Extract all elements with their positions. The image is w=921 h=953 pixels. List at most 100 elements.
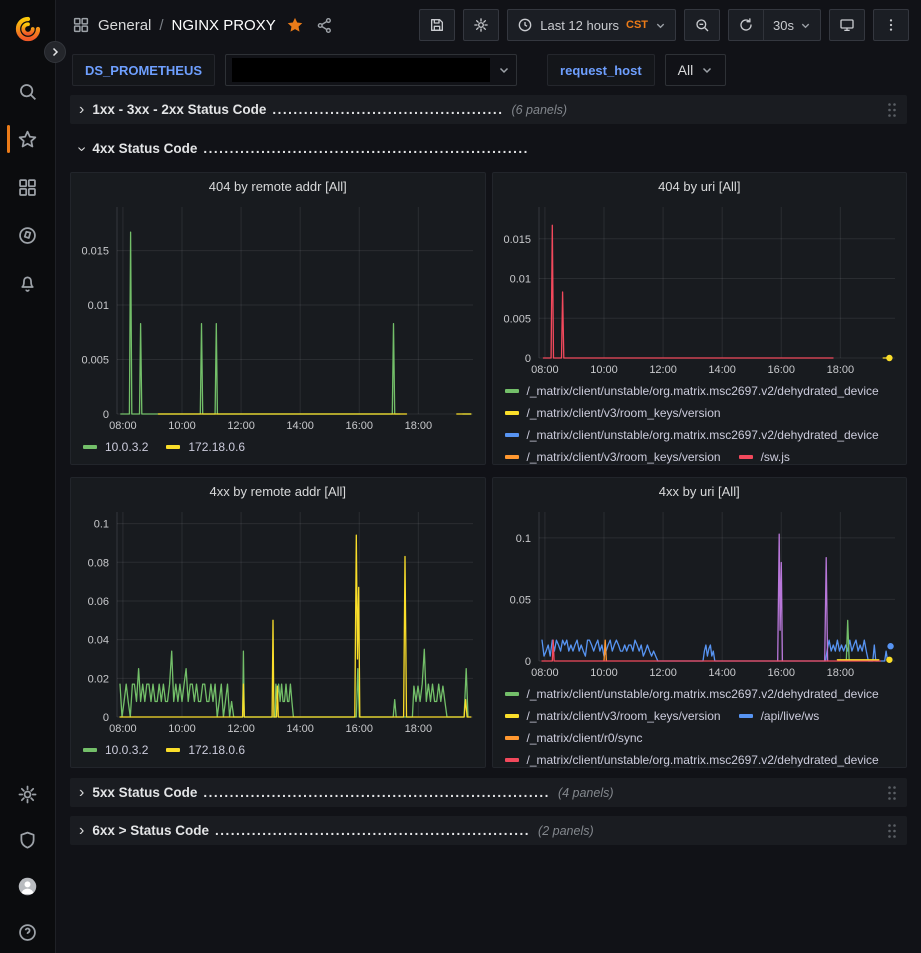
panel-title[interactable]: 404 by uri [All] (658, 178, 741, 194)
sidebar-item-explore[interactable] (0, 224, 56, 246)
save-dashboard-button[interactable] (419, 9, 456, 41)
row-4xx[interactable]: › 4xx Status Code ......................… (70, 134, 907, 163)
refresh-interval-picker[interactable]: 30s (763, 10, 820, 40)
legend-label[interactable]: /_matrix/client/unstable/org.matrix.msc2… (526, 753, 879, 767)
legend-item[interactable]: /_matrix/client/unstable/org.matrix.msc2… (504, 749, 879, 767)
legend-label[interactable]: 10.0.3.2 (105, 440, 149, 454)
legend-label[interactable]: 172.18.0.6 (188, 743, 246, 757)
legend-label[interactable]: /_matrix/client/v3/room_keys/version (526, 450, 721, 464)
sidebar-item-starred[interactable] (0, 125, 56, 153)
svg-text:0.05: 0.05 (509, 594, 530, 606)
sidebar-item-server-admin[interactable] (0, 829, 56, 851)
dashboard-settings-button[interactable] (463, 9, 500, 41)
legend-swatch (83, 445, 97, 449)
legend-label[interactable]: /_matrix/client/v3/room_keys/version (526, 406, 721, 420)
variable-request-host-select[interactable]: All (664, 54, 727, 86)
variable-label-ds-prometheus[interactable]: DS_PROMETHEUS (72, 54, 216, 86)
breadcrumb-dashboard-title[interactable]: NGINX PROXY (171, 16, 276, 34)
sidebar-expand-button[interactable] (44, 41, 66, 63)
legend-item[interactable]: /_matrix/client/unstable/org.matrix.msc2… (504, 683, 879, 705)
more-options-button[interactable] (873, 9, 909, 41)
legend-swatch (166, 445, 181, 449)
svg-text:10:00: 10:00 (168, 723, 196, 735)
legend-item[interactable]: /api/live/ws (738, 705, 820, 727)
legend-item[interactable]: /_matrix/client/unstable/org.matrix.msc2… (504, 380, 879, 402)
variable-label-request-host[interactable]: request_host (547, 54, 655, 86)
timeseries-chart[interactable]: 08:00 10:00 12:00 14:00 16:00 18:00 0 0.005 0.01… (71, 199, 485, 434)
timeseries-chart[interactable]: 08:00 10:00 12:00 14:00 16:00 18:00 0 0.05 0.1 (493, 504, 907, 681)
legend-item[interactable]: 10.0.3.2 (83, 436, 148, 458)
unstar-dashboard-button[interactable] (284, 14, 306, 36)
legend-item[interactable]: 10.0.3.2 (83, 739, 148, 761)
row-5xx[interactable]: › 5xx Status Code ......................… (70, 778, 907, 807)
svg-text:08:00: 08:00 (531, 364, 559, 376)
row-drag-handle[interactable] (886, 102, 898, 118)
legend-item[interactable]: /_matrix/client/unstable/org.matrix.msc2… (504, 424, 879, 446)
legend-item[interactable]: 172.18.0.6 (166, 739, 245, 761)
legend-label[interactable]: 172.18.0.6 (188, 440, 246, 454)
legend-swatch (504, 692, 519, 696)
svg-text:0.1: 0.1 (94, 519, 109, 531)
sidebar-item-alerting[interactable] (0, 272, 56, 294)
sidebar-item-search[interactable] (0, 80, 56, 102)
legend-label[interactable]: 10.0.3.2 (105, 743, 149, 757)
legend-item[interactable]: 172.18.0.6 (166, 436, 245, 458)
row-drag-handle[interactable] (886, 785, 898, 801)
row-1xx-3xx-2xx[interactable]: › 1xx - 3xx - 2xx Status Code ..........… (70, 95, 907, 124)
row-panel-count: (4 panels) (557, 785, 614, 800)
panel-row: 404 by remote addr [All] 08:00 10:00 12:00… (70, 172, 907, 465)
svg-text:0.005: 0.005 (81, 355, 109, 367)
drag-handle-icon (888, 785, 896, 800)
chevron-right-icon (52, 47, 59, 57)
legend-swatch (504, 455, 519, 459)
svg-text:16:00: 16:00 (767, 364, 795, 376)
svg-text:10:00: 10:00 (590, 364, 618, 376)
panel-title[interactable]: 404 by remote addr [All] (208, 178, 347, 194)
legend-label[interactable]: /_matrix/client/unstable/org.matrix.msc2… (526, 428, 879, 442)
sidebar-item-dashboards[interactable] (0, 176, 56, 198)
legend-swatch (166, 748, 181, 752)
svg-text:18:00: 18:00 (826, 364, 854, 376)
timezone-label: CST (626, 19, 649, 31)
chevron-right-icon: › (79, 100, 85, 118)
compass-icon (19, 226, 36, 244)
legend-item[interactable]: /_matrix/client/r0/sync (504, 727, 643, 749)
legend-item[interactable]: /_matrix/client/v3/room_keys/version (504, 446, 721, 464)
grafana-logo[interactable] (13, 14, 43, 44)
time-range-picker[interactable]: Last 12 hours CST (507, 9, 677, 41)
row-6xx[interactable]: › 6xx > Status Code ....................… (70, 816, 907, 845)
row-drag-handle[interactable] (886, 823, 898, 839)
legend-label[interactable]: /_matrix/client/unstable/org.matrix.msc2… (526, 384, 879, 398)
legend-label[interactable]: /_matrix/client/r0/sync (526, 731, 643, 745)
legend-item[interactable]: /_matrix/client/v3/room_keys/version (504, 705, 721, 727)
panel-row: 4xx by remote addr [All] 08:00 10:00 12:00… (70, 477, 907, 768)
share-dashboard-button[interactable] (314, 15, 335, 36)
legend-label[interactable]: /api/live/ws (760, 709, 820, 723)
zoom-out-time-button[interactable] (684, 9, 721, 41)
svg-text:08:00: 08:00 (109, 723, 137, 735)
panel-title[interactable]: 4xx by uri [All] (658, 483, 740, 499)
breadcrumb-section[interactable]: General (98, 16, 152, 34)
legend-label[interactable]: /_matrix/client/unstable/org.matrix.msc2… (526, 687, 879, 701)
sidebar-item-profile[interactable] (0, 875, 56, 897)
panel-title[interactable]: 4xx by remote addr [All] (209, 483, 347, 499)
timeseries-chart[interactable]: 08:00 10:00 12:00 14:00 16:00 18:00 0 0.005 0.01… (493, 199, 907, 378)
svg-text:16:00: 16:00 (345, 723, 373, 735)
legend-label[interactable]: /_matrix/client/v3/room_keys/version (526, 709, 721, 723)
chevron-down-icon (801, 23, 810, 28)
svg-text:10:00: 10:00 (590, 667, 618, 679)
variable-ds-prometheus-select[interactable] (225, 54, 518, 86)
breadcrumb-separator: / (159, 16, 164, 34)
svg-text:14:00: 14:00 (286, 723, 314, 735)
legend-item[interactable]: /_matrix/client/v3/room_keys/version (504, 402, 721, 424)
legend-swatch (504, 714, 519, 718)
legend-label[interactable]: /sw.js (760, 450, 790, 464)
timeseries-chart[interactable]: 08:00 10:00 12:00 14:00 16:00 18:00 0 0.02 0.04 0… (71, 504, 485, 737)
svg-text:16:00: 16:00 (345, 420, 373, 432)
sidebar-item-configuration[interactable] (0, 783, 56, 805)
tv-mode-button[interactable] (829, 9, 865, 41)
user-avatar (18, 877, 37, 895)
sidebar-item-help[interactable] (0, 921, 56, 943)
refresh-button[interactable] (729, 10, 763, 40)
legend-item[interactable]: /sw.js (738, 446, 790, 464)
